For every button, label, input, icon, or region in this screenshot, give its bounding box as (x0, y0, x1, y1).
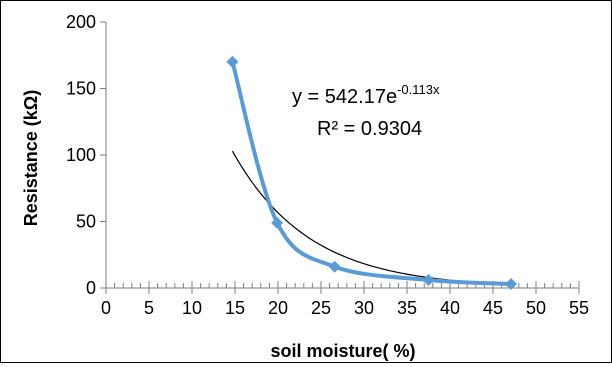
data-markers (226, 55, 518, 291)
y-tick-label: 150 (66, 79, 96, 99)
axes (105, 22, 579, 289)
trend-equation-base: y = 542.17e (292, 86, 397, 108)
y-tick-label: 200 (66, 12, 96, 32)
trend-equation: y = 542.17e-0.113x (292, 82, 440, 108)
data-point (328, 260, 341, 273)
data-point (226, 55, 239, 68)
y-tick-label: 50 (76, 212, 96, 232)
y-tick-label: 100 (66, 145, 96, 165)
tick-labels: 0 50 100 150 200 0 5 10 15 20 25 30 35 40 45 50 55 (66, 12, 589, 318)
x-tick-label: 50 (526, 298, 546, 318)
data-point (271, 216, 284, 229)
x-tick-label: 35 (397, 298, 417, 318)
x-tick-label: 55 (569, 298, 589, 318)
x-axis-title: soil moisture( %) (270, 341, 415, 361)
data-point (422, 274, 435, 287)
x-tick-label: 30 (354, 298, 374, 318)
data-point (505, 278, 518, 291)
x-tick-label: 15 (225, 298, 245, 318)
y-tick-label: 0 (86, 278, 96, 298)
r-squared: R² = 0.9304 (317, 118, 422, 140)
x-tick-label: 40 (440, 298, 460, 318)
x-tick-label: 25 (311, 298, 331, 318)
x-tick-label: 20 (268, 298, 288, 318)
trend-equation-exponent: -0.113x (397, 82, 440, 97)
ticks (100, 21, 580, 294)
x-tick-label: 0 (101, 298, 111, 318)
x-tick-label: 10 (182, 298, 202, 318)
x-tick-label: 5 (144, 298, 154, 318)
y-axis-title: Resistance (kΩ) (21, 90, 41, 227)
x-tick-label: 45 (483, 298, 503, 318)
